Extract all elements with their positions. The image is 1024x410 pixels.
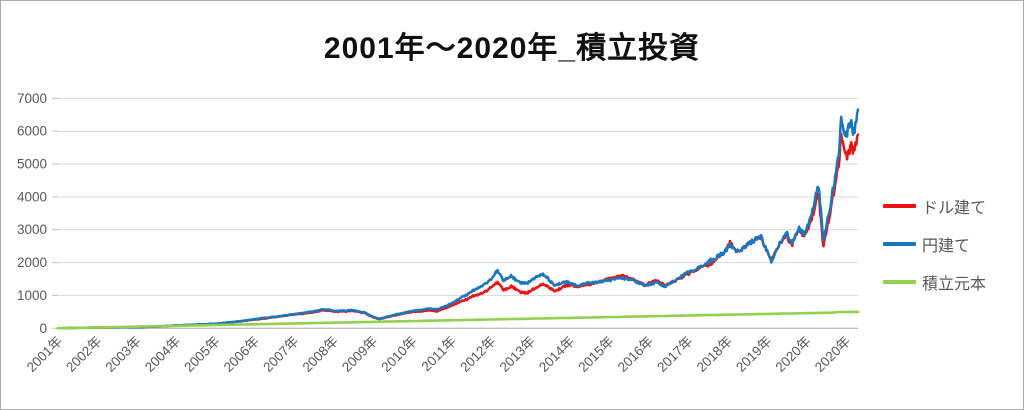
x-axis-tick-label: 2009年 <box>339 334 380 375</box>
legend-swatch-dollar <box>883 204 916 208</box>
legend-swatch-principal <box>883 280 916 284</box>
x-axis-tick-label: 2004年 <box>142 334 183 375</box>
x-axis-tick-label: 2018年 <box>694 334 735 375</box>
x-axis-tick-label: 2013年 <box>497 334 538 375</box>
legend-label-yen: 円建て <box>922 238 971 255</box>
y-axis-tick-label: 3000 <box>17 222 47 237</box>
x-axis-tick-label: 2017年 <box>654 334 695 375</box>
x-axis-tick-label: 2006年 <box>221 334 262 375</box>
x-axis-tick-label: 2014年 <box>536 334 577 375</box>
x-axis-tick-label: 2012年 <box>457 334 498 375</box>
legend-item-principal: 積立元本 <box>883 263 986 301</box>
chart-legend: ドル建て 円建て 積立元本 <box>883 187 986 301</box>
y-axis-tick-label: 4000 <box>17 189 47 204</box>
x-axis-tick-label: 2005年 <box>181 334 222 375</box>
x-axis-tick-label: 2015年 <box>575 334 616 375</box>
x-axis-tick-label: 2019年 <box>733 334 774 375</box>
x-axis-tick-label: 2008年 <box>300 334 341 375</box>
x-axis-tick-label: 2002年 <box>63 334 104 375</box>
x-axis-tick-label: 2007年 <box>260 334 301 375</box>
x-axis-tick-label: 2011年 <box>419 334 460 375</box>
y-axis-tick-label: 0 <box>39 321 47 336</box>
legend-item-yen: 円建て <box>883 225 986 263</box>
series-line-principal <box>56 310 860 330</box>
y-axis-tick-label: 7000 <box>17 91 47 106</box>
legend-label-dollar: ドル建て <box>922 200 987 217</box>
y-axis-tick-label: 2000 <box>17 255 47 270</box>
x-axis-tick-label: 2010年 <box>378 334 419 375</box>
legend-item-dollar: ドル建て <box>883 187 986 225</box>
x-axis-tick-label: 2020年 <box>812 334 853 375</box>
legend-label-principal: 積立元本 <box>922 276 987 293</box>
chart-title: 2001年～2020年_積立投資 <box>323 32 701 65</box>
y-axis-tick-label: 5000 <box>17 157 47 172</box>
x-axis-tick-label: 2003年 <box>103 334 144 375</box>
x-axis-tick-label: 2016年 <box>615 334 656 375</box>
x-axis-tick-label: 2020年 <box>773 334 814 375</box>
y-axis-tick-label: 6000 <box>17 124 47 139</box>
x-axis-tick-label: 2001年 <box>24 334 65 375</box>
y-axis-tick-label: 1000 <box>17 288 47 303</box>
legend-swatch-yen <box>883 242 916 246</box>
